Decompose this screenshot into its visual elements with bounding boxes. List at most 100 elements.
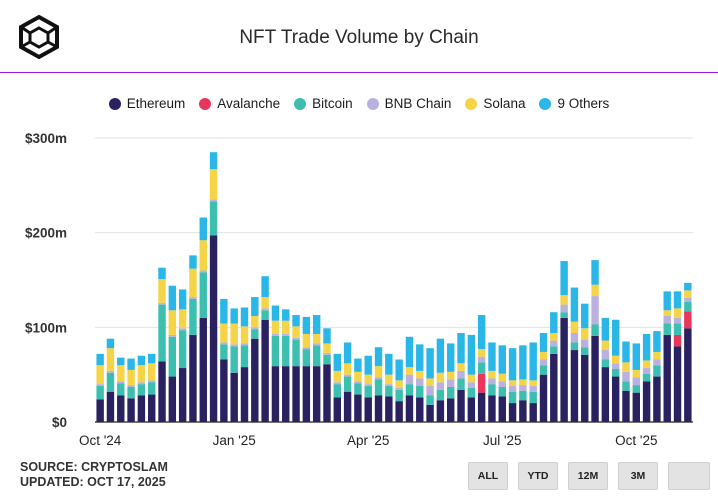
y-tick-label: $300m (25, 131, 67, 146)
bar-segment-bnb-chain (570, 333, 579, 343)
bar-segment-ethereum (632, 392, 640, 422)
bar-segment-9-others (251, 297, 259, 316)
bar-segment-bitcoin (498, 386, 506, 397)
bar-segment-ethereum (251, 338, 259, 422)
bar-segment-bnb-chain (251, 327, 259, 330)
bar-segment-solana (498, 373, 506, 382)
bar-segment-solana (117, 365, 125, 382)
bar-segment-bnb-chain (343, 374, 352, 377)
bar-segment-bitcoin (261, 310, 269, 320)
bar-segment-solana (312, 333, 321, 344)
bar-segment-ethereum (673, 346, 682, 422)
bar-segment-bitcoin (560, 312, 568, 318)
bar-segment-solana (209, 169, 218, 200)
bar-segment-solana (189, 268, 197, 298)
legend-item[interactable]: BNB Chain (366, 96, 451, 111)
bar-segment-bnb-chain (199, 270, 207, 273)
bar-segment-ethereum (611, 376, 620, 422)
bar-segment-bitcoin (127, 386, 135, 399)
range-custom-button[interactable] (668, 462, 710, 490)
bar-segment-bnb-chain (220, 342, 228, 345)
bar-segment-bnb-chain (642, 368, 651, 374)
bar-segment-ethereum (282, 366, 290, 422)
bar-segment-bnb-chain (240, 343, 249, 346)
range-3m-button[interactable]: 3M (618, 462, 658, 490)
bar-segment-ethereum (416, 397, 424, 422)
bar-segment-ethereum (663, 334, 671, 422)
bar-segment-bitcoin (467, 387, 476, 398)
bar-segment-ethereum (550, 353, 558, 422)
bar-segment-solana (261, 297, 269, 309)
legend-item[interactable]: Avalanche (199, 96, 280, 111)
bar-segment-bitcoin (374, 379, 383, 396)
bar-segment-ethereum (684, 328, 692, 422)
bar-segment-ethereum (364, 397, 372, 422)
bar-segment-solana (158, 279, 166, 303)
range-ytd-button[interactable]: YTD (518, 462, 558, 490)
legend-item[interactable]: Ethereum (108, 96, 185, 111)
y-tick-label: $0 (52, 415, 67, 430)
bar-segment-9-others (653, 331, 661, 352)
bar-segment-ethereum (178, 368, 187, 422)
legend-item[interactable]: Bitcoin (294, 96, 353, 111)
legend-swatch (199, 97, 212, 110)
bar-segment-bnb-chain (302, 347, 311, 350)
bar-segment-bnb-chain (405, 374, 414, 385)
source-info: SOURCE: CRYPTOSLAM UPDATED: OCT 17, 2025 (20, 460, 168, 490)
bar-segment-bitcoin (230, 346, 238, 373)
bar-segment-solana (684, 290, 692, 298)
cube-logo-icon (19, 14, 59, 60)
bar-segment-bnb-chain (385, 384, 393, 387)
bar-segment-solana (457, 363, 465, 371)
bar-segment-ethereum (601, 367, 610, 422)
bar-segment-bnb-chain (467, 382, 476, 388)
bar-segment-9-others (199, 217, 207, 241)
bar-segment-avalanche (673, 334, 682, 347)
bar-segment-bnb-chain (312, 343, 321, 346)
bar-segment-bnb-chain (354, 381, 362, 384)
bar-segment-bitcoin (323, 354, 331, 365)
bar-segment-solana (539, 351, 548, 360)
bar-segment-bnb-chain (323, 352, 331, 355)
bar-segment-bnb-chain (519, 385, 527, 391)
bar-segment-ethereum (467, 397, 476, 422)
bar-segment-bitcoin (663, 323, 671, 335)
bar-segment-bitcoin (343, 376, 352, 392)
bar-segment-9-others (601, 317, 610, 341)
bar-segment-solana (127, 369, 135, 386)
y-tick-label: $200m (25, 226, 67, 241)
bar-segment-solana (447, 371, 455, 380)
bar-segment-9-others (261, 276, 269, 298)
bar-segment-bitcoin (570, 342, 579, 351)
bar-segment-9-others (498, 345, 506, 374)
bar-segment-solana (632, 369, 640, 378)
bar-segment-9-others (539, 333, 548, 352)
bar-segment-solana (333, 370, 341, 383)
bar-segment-bitcoin (611, 368, 620, 377)
bar-segment-bitcoin (447, 386, 455, 399)
bar-segment-bitcoin (653, 365, 661, 377)
bar-segment-bnb-chain (601, 350, 610, 360)
bar-segment-solana (519, 379, 527, 386)
legend-item[interactable]: Solana (465, 96, 525, 111)
bar-segment-9-others (230, 308, 238, 324)
range-all-button[interactable]: ALL (468, 462, 508, 490)
legend-item[interactable]: 9 Others (539, 96, 609, 111)
bar-segment-solana (168, 310, 177, 335)
bar-segment-bitcoin (539, 365, 548, 375)
bar-segment-bnb-chain (498, 381, 506, 387)
bar-segment-bnb-chain (436, 382, 445, 390)
x-tick-label: Jul '25 (483, 433, 522, 448)
x-tick-label: Oct '25 (615, 433, 657, 448)
bar-segment-bnb-chain (178, 328, 187, 331)
bar-segment-9-others (158, 267, 166, 280)
bar-segment-ethereum (426, 404, 434, 422)
range-12m-button[interactable]: 12M (568, 462, 608, 490)
bar-segment-bitcoin (622, 381, 630, 391)
bar-segment-solana (467, 374, 476, 383)
bar-segment-9-others (282, 309, 290, 321)
bar-segment-bitcoin (178, 330, 187, 369)
bar-segment-solana (663, 310, 671, 316)
bar-segment-bnb-chain (127, 385, 135, 387)
bar-segment-9-others (127, 358, 135, 370)
